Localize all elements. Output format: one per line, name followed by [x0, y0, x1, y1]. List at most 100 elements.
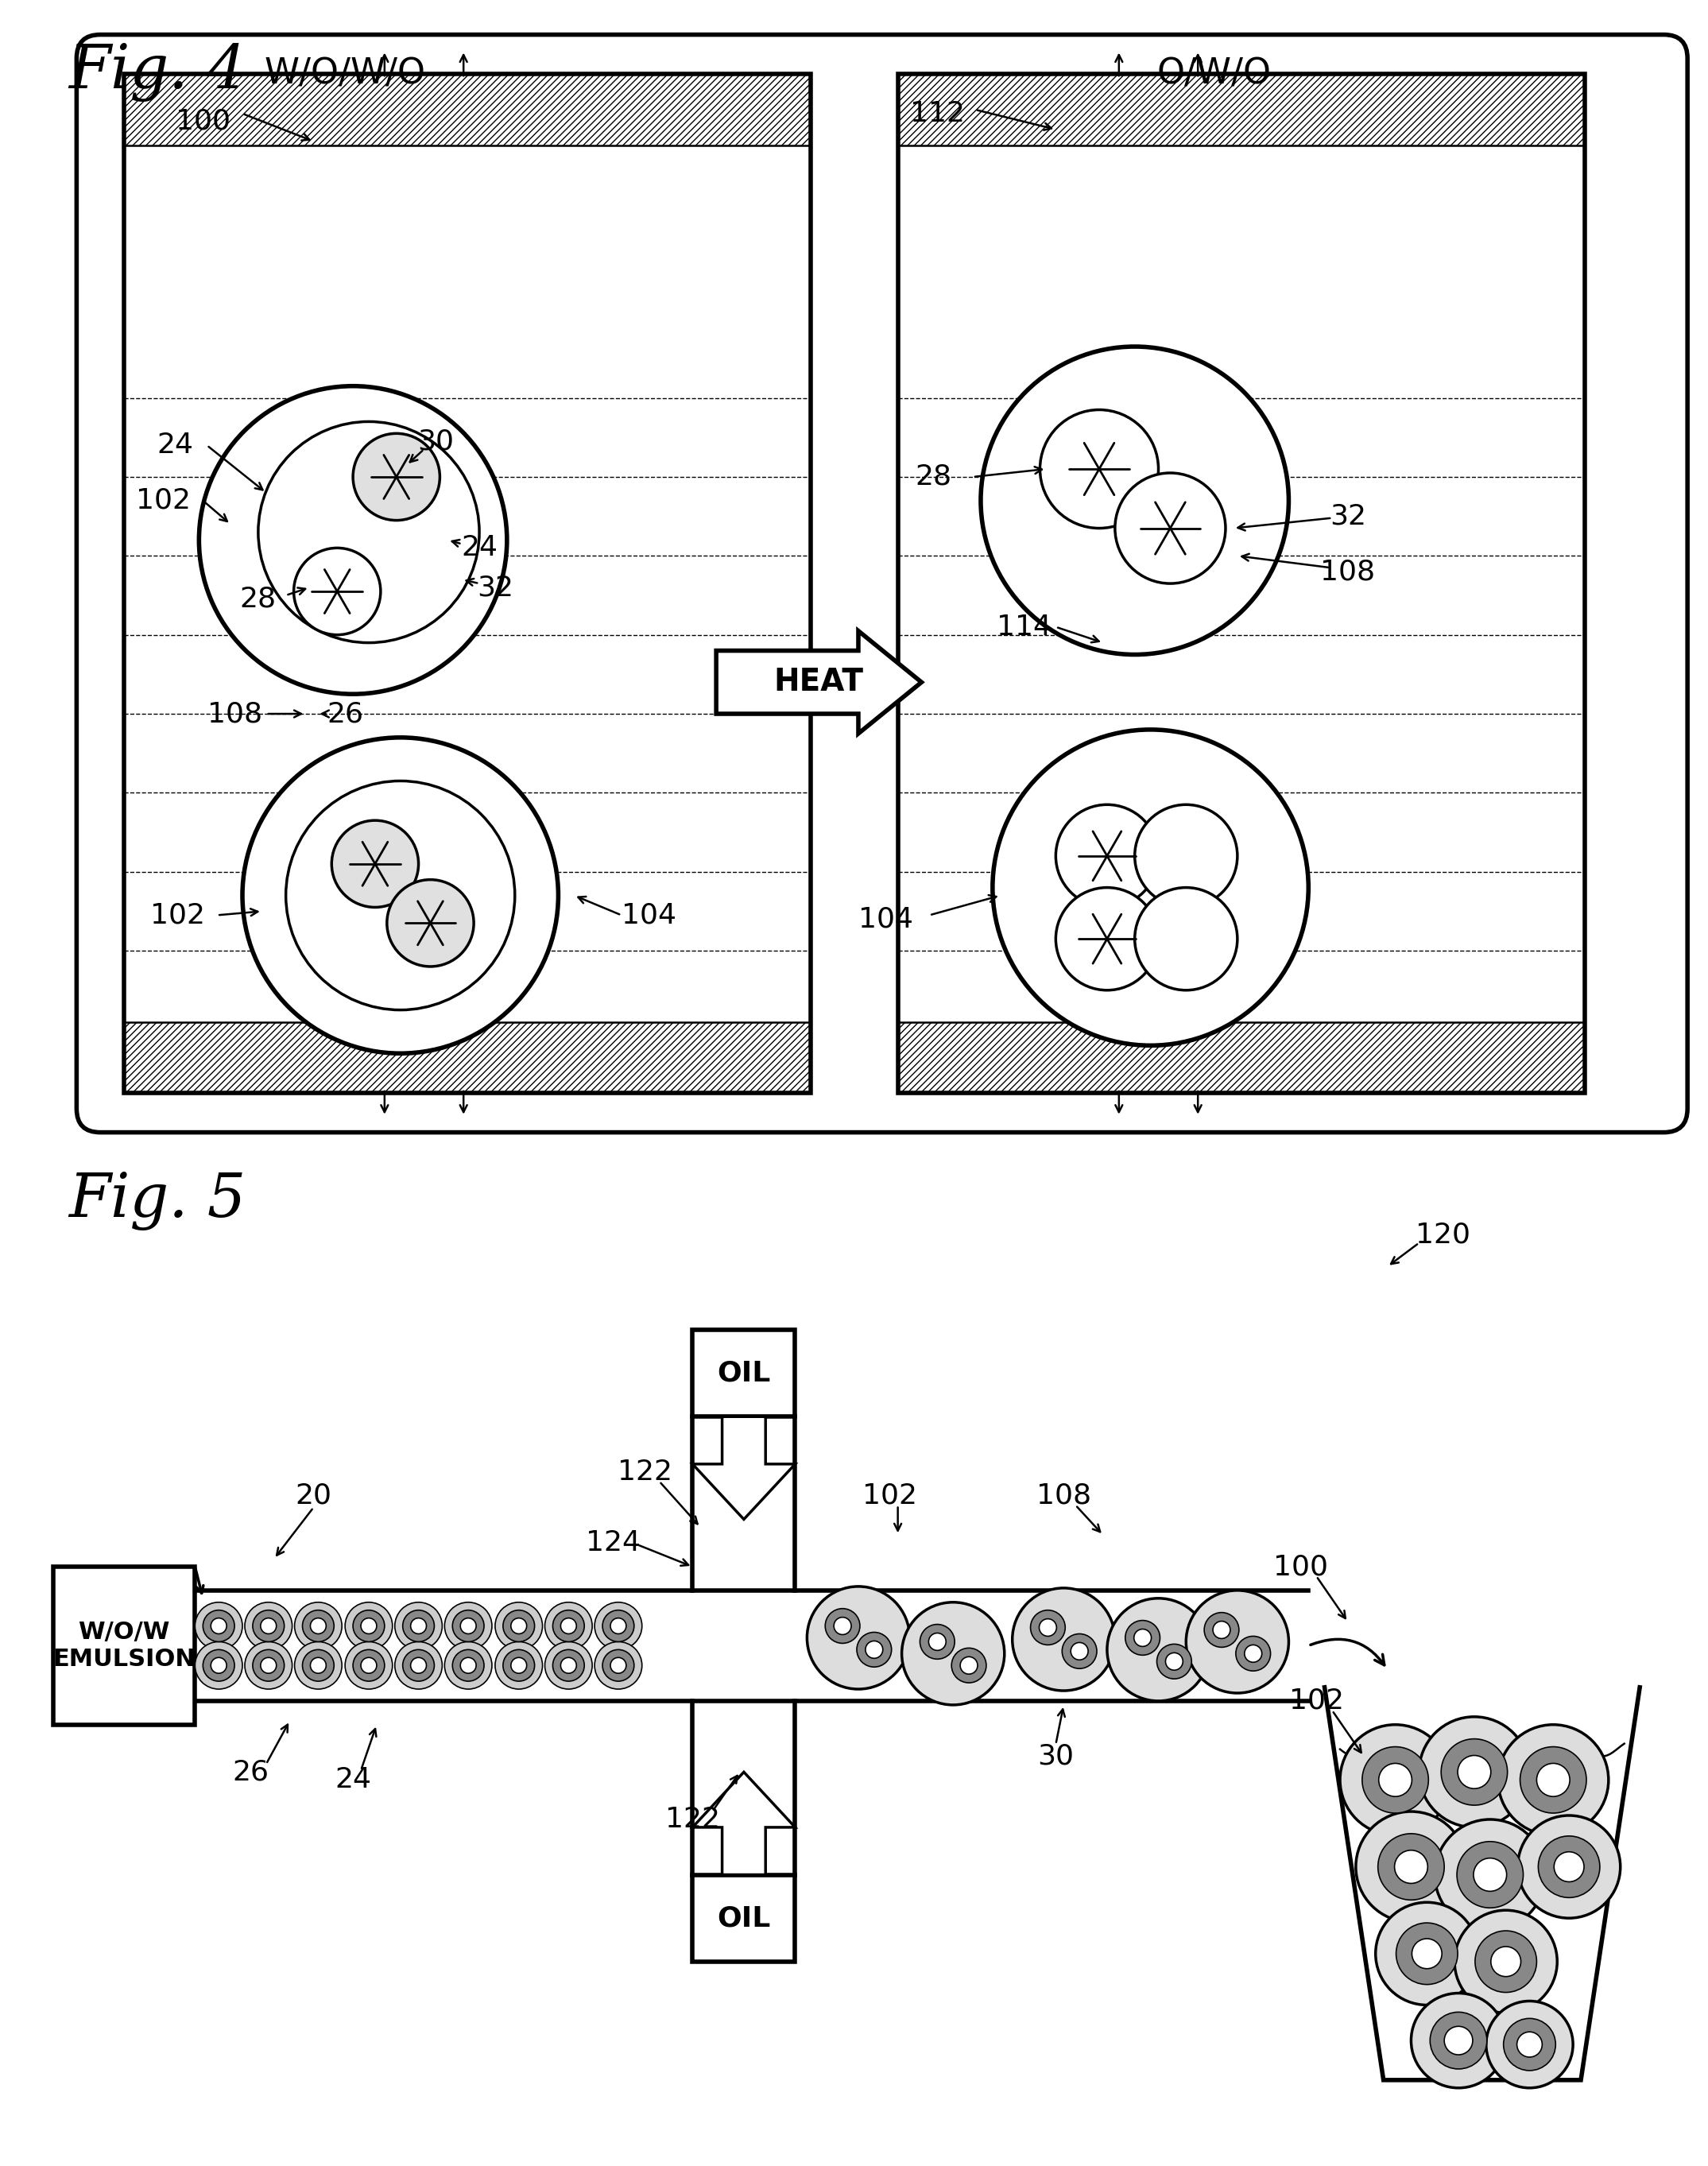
Circle shape — [1411, 1993, 1506, 2088]
Circle shape — [354, 1650, 384, 1681]
Circle shape — [603, 1609, 634, 1642]
Circle shape — [453, 1650, 483, 1681]
Text: 122: 122 — [664, 1806, 721, 1832]
Circle shape — [410, 1618, 427, 1633]
Circle shape — [1156, 1644, 1192, 1679]
Circle shape — [545, 1603, 593, 1650]
Circle shape — [951, 1648, 986, 1683]
Circle shape — [1518, 1815, 1621, 1919]
Bar — [125, 74, 811, 1094]
Circle shape — [1486, 2001, 1573, 2088]
Text: 104: 104 — [859, 905, 914, 934]
Circle shape — [395, 1642, 442, 1689]
Text: HEAT: HEAT — [774, 667, 864, 697]
Text: 124: 124 — [586, 1529, 640, 1557]
Text: 108: 108 — [1320, 559, 1375, 585]
Text: 100: 100 — [1272, 1553, 1327, 1581]
Circle shape — [453, 1609, 483, 1642]
Circle shape — [1013, 1588, 1115, 1692]
Text: W/O/W
EMULSION: W/O/W EMULSION — [53, 1620, 195, 1670]
Circle shape — [253, 1609, 284, 1642]
Circle shape — [806, 1586, 910, 1689]
Text: 122: 122 — [618, 1458, 673, 1486]
Circle shape — [294, 548, 381, 635]
Circle shape — [1062, 1633, 1097, 1668]
Text: 24: 24 — [461, 535, 497, 561]
Circle shape — [1445, 2027, 1472, 2056]
Circle shape — [1213, 1620, 1230, 1637]
Circle shape — [553, 1650, 584, 1681]
Circle shape — [929, 1633, 946, 1650]
Circle shape — [1395, 1923, 1457, 1984]
Circle shape — [511, 1657, 526, 1674]
Circle shape — [1537, 1763, 1570, 1796]
Circle shape — [244, 1603, 292, 1650]
Circle shape — [1457, 1754, 1491, 1789]
Circle shape — [244, 1642, 292, 1689]
Circle shape — [243, 736, 559, 1053]
Text: O/W/O: O/W/O — [1156, 56, 1271, 91]
Text: 32: 32 — [1329, 503, 1366, 531]
Circle shape — [360, 1618, 377, 1633]
Circle shape — [502, 1609, 535, 1642]
Text: 102: 102 — [1290, 1687, 1344, 1715]
Circle shape — [1071, 1642, 1088, 1659]
Circle shape — [1378, 1835, 1445, 1900]
Circle shape — [1134, 1629, 1151, 1646]
Circle shape — [1517, 2032, 1542, 2058]
Circle shape — [960, 1657, 977, 1674]
Circle shape — [1115, 472, 1226, 583]
Circle shape — [1356, 1811, 1467, 1921]
Circle shape — [1134, 888, 1237, 990]
Circle shape — [444, 1642, 492, 1689]
Circle shape — [1554, 1852, 1583, 1882]
Text: 108: 108 — [207, 700, 261, 728]
Circle shape — [200, 386, 507, 693]
Text: 32: 32 — [477, 574, 514, 600]
Text: 120: 120 — [1416, 1222, 1471, 1248]
Text: Fig. 5: Fig. 5 — [68, 1172, 246, 1230]
Circle shape — [1204, 1612, 1238, 1648]
Text: 28: 28 — [239, 585, 277, 613]
Circle shape — [311, 1657, 326, 1674]
Text: 102: 102 — [137, 487, 191, 513]
Circle shape — [311, 1618, 326, 1633]
FancyArrow shape — [692, 1772, 796, 1876]
FancyBboxPatch shape — [77, 35, 1688, 1133]
Text: OIL: OIL — [717, 1360, 770, 1386]
Circle shape — [1476, 1930, 1537, 1993]
Text: 20: 20 — [295, 1482, 331, 1510]
Circle shape — [360, 1657, 377, 1674]
Circle shape — [1539, 1837, 1600, 1897]
Circle shape — [345, 1642, 393, 1689]
Circle shape — [610, 1618, 627, 1633]
Text: OIL: OIL — [717, 1904, 770, 1932]
Circle shape — [511, 1618, 526, 1633]
Text: 26: 26 — [326, 700, 364, 728]
Circle shape — [495, 1642, 543, 1689]
Text: 108: 108 — [1037, 1482, 1091, 1510]
Circle shape — [1413, 1939, 1442, 1969]
Text: 26: 26 — [232, 1759, 268, 1785]
Circle shape — [594, 1642, 642, 1689]
Circle shape — [553, 1609, 584, 1642]
Circle shape — [210, 1618, 227, 1633]
Circle shape — [1056, 888, 1158, 990]
Circle shape — [1457, 1841, 1524, 1908]
Circle shape — [261, 1657, 277, 1674]
Circle shape — [1520, 1746, 1587, 1813]
Circle shape — [1030, 1609, 1066, 1644]
Circle shape — [1419, 1718, 1530, 1828]
Circle shape — [461, 1618, 477, 1633]
Circle shape — [345, 1603, 393, 1650]
Circle shape — [610, 1657, 627, 1674]
Circle shape — [1245, 1644, 1262, 1661]
Circle shape — [1040, 409, 1158, 529]
Circle shape — [825, 1609, 859, 1644]
Circle shape — [1503, 2019, 1556, 2071]
Text: 30: 30 — [1037, 1744, 1074, 1770]
Text: 102: 102 — [150, 901, 205, 929]
Circle shape — [1442, 1739, 1508, 1804]
Circle shape — [980, 347, 1290, 654]
Circle shape — [1056, 804, 1158, 908]
